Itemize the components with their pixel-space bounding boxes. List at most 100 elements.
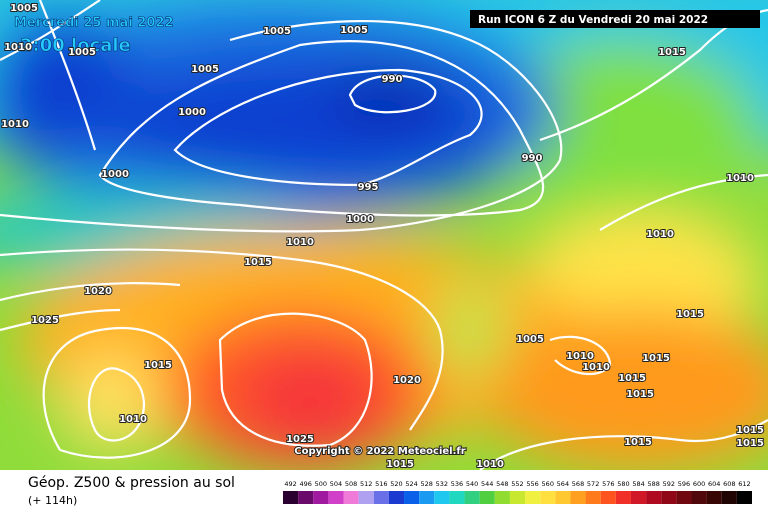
- scale-swatch: [328, 491, 344, 504]
- scale-swatch: [661, 491, 677, 504]
- scale-swatch: [585, 491, 601, 504]
- scale-label: 588: [647, 480, 659, 488]
- scale-label: 500: [315, 480, 327, 488]
- isobar-label: 1005: [10, 3, 38, 14]
- scale-swatch: [434, 491, 450, 504]
- scale-label: 532: [436, 480, 448, 488]
- scale-swatch: [388, 491, 405, 504]
- isobar-label: 1015: [736, 425, 764, 436]
- isobar-label: 1020: [393, 375, 421, 386]
- scale-swatch: [676, 491, 692, 504]
- lead-time: (+ 114h): [28, 494, 77, 507]
- scale-label: 576: [602, 480, 614, 488]
- scale-swatch: [540, 491, 556, 504]
- isobar-label: 1010: [4, 42, 32, 53]
- scale-swatch: [509, 491, 526, 504]
- isobar-label: 1005: [263, 26, 291, 37]
- scale-label: 528: [421, 480, 433, 488]
- isobars: [0, 0, 768, 470]
- isobar-label: 1010: [566, 351, 594, 362]
- scale-swatch: [494, 491, 510, 504]
- isobar-label: 1005: [68, 47, 96, 58]
- scale-swatch: [373, 491, 389, 504]
- isobar-label: 1005: [516, 334, 544, 345]
- isobar-label: 1015: [624, 437, 652, 448]
- isobar-label: 1005: [191, 64, 219, 75]
- scale-label: 544: [481, 480, 493, 488]
- scale-swatch: [479, 491, 495, 504]
- scale-swatch: [449, 491, 465, 504]
- scale-label: 604: [708, 480, 720, 488]
- scale-label: 520: [390, 480, 402, 488]
- scale-label: 504: [330, 480, 342, 488]
- scale-swatch: [615, 491, 631, 504]
- scale-label: 540: [466, 480, 478, 488]
- isobar-label: 1010: [286, 237, 314, 248]
- scale-swatch: [313, 491, 329, 504]
- scale-swatch: [570, 491, 586, 504]
- scale-label: 580: [617, 480, 629, 488]
- scale-swatch: [555, 491, 571, 504]
- scale-label: 492: [284, 480, 296, 488]
- footer-title: Géop. Z500 & pression au sol: [28, 475, 235, 491]
- isobar-label: 1010: [646, 229, 674, 240]
- isobar-label: 1015: [736, 438, 764, 449]
- scale-swatch: [358, 491, 374, 504]
- isobar-label: 1015: [244, 257, 272, 268]
- isobar-label: 1010: [119, 414, 147, 425]
- scale-swatch: [721, 491, 737, 504]
- scale-label: 596: [678, 480, 690, 488]
- scale-label: 548: [496, 480, 508, 488]
- scale-label: 568: [572, 480, 584, 488]
- isobar-label: 1010: [582, 362, 610, 373]
- scale-swatch: [706, 491, 722, 504]
- isobar-label: 1000: [178, 107, 206, 118]
- scale-label: 556: [526, 480, 538, 488]
- isobar-label: 990: [382, 74, 403, 85]
- scale-swatch: [646, 491, 662, 504]
- scale-label: 564: [557, 480, 569, 488]
- scale-swatch: [691, 491, 707, 504]
- scale-swatch: [298, 491, 314, 504]
- isobar-label: 1000: [346, 214, 374, 225]
- isobar-label: 1015: [144, 360, 172, 371]
- scale-label: 584: [632, 480, 644, 488]
- isobar-label: 1000: [101, 169, 129, 180]
- isobar-label: 1015: [626, 389, 654, 400]
- scale-label: 524: [405, 480, 417, 488]
- forecast-time: 2:00 locale: [20, 35, 131, 56]
- scale-swatch: [600, 491, 616, 504]
- scale-swatch: [630, 491, 647, 504]
- scale-swatch: [419, 491, 435, 504]
- scale-label: 536: [451, 480, 463, 488]
- isobar-label: 990: [522, 153, 543, 164]
- forecast-date: Mercredi 25 mai 2022: [14, 16, 174, 31]
- scale-label: 608: [723, 480, 735, 488]
- isobar-label: 1025: [286, 434, 314, 445]
- scale-label: 572: [587, 480, 599, 488]
- isobar-label: 1015: [658, 47, 686, 58]
- scale-label: 612: [738, 480, 750, 488]
- scale-label: 508: [345, 480, 357, 488]
- scale-swatch: [525, 491, 541, 504]
- scale-swatch: [464, 491, 480, 504]
- scale-label: 560: [542, 480, 554, 488]
- color-scale: 492 496 500 504 508 512 516 520 524 528 532 536 540 5…: [283, 480, 752, 504]
- run-info: Run ICON 6 Z du Vendredi 20 mai 2022: [478, 14, 708, 26]
- scale-label: 496: [299, 480, 311, 488]
- run-banner: [470, 10, 760, 28]
- scale-label: 512: [360, 480, 372, 488]
- isobar-label: 1015: [386, 459, 414, 470]
- scale-label: 592: [663, 480, 675, 488]
- scale-swatch: [343, 491, 359, 504]
- isobar-label: 1015: [618, 373, 646, 384]
- isobar-label: 1005: [340, 25, 368, 36]
- isobar-label: 1020: [84, 286, 112, 297]
- scale-swatch: [736, 491, 752, 504]
- scale-swatch: [404, 491, 420, 504]
- isobar-label: 1015: [676, 309, 704, 320]
- isobar-label: 1025: [31, 315, 59, 326]
- isobar-label: 1015: [642, 353, 670, 364]
- copyright: Copyright © 2022 Meteociel.fr: [294, 446, 465, 457]
